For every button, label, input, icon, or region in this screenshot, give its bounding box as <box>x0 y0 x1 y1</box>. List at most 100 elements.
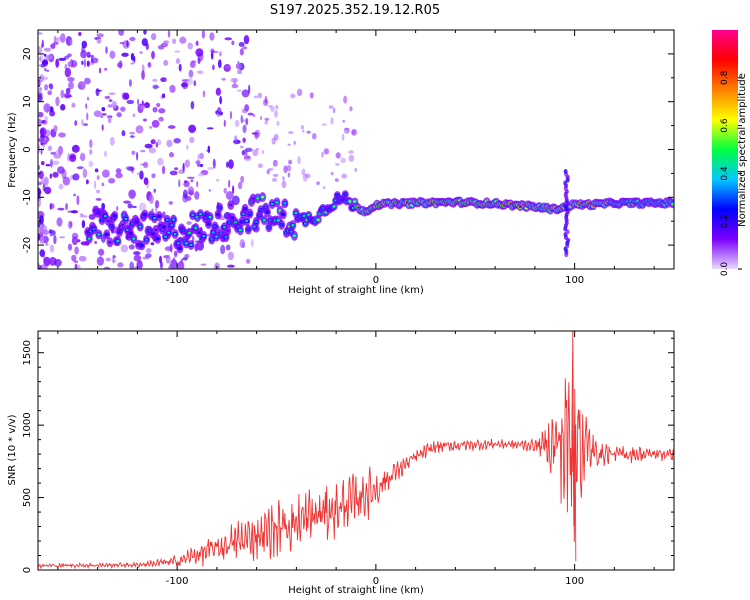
noise-blob <box>140 150 146 153</box>
noise-blob <box>199 152 204 160</box>
noise-blob <box>95 197 102 201</box>
noise-blob <box>248 84 251 94</box>
noise-blob <box>168 152 175 158</box>
ridge-core <box>259 208 263 212</box>
noise-blob <box>169 170 178 176</box>
noise-blob <box>260 116 263 120</box>
noise-blob <box>287 172 291 178</box>
noise-blob <box>67 210 75 213</box>
noise-blob <box>96 256 104 266</box>
noise-blob <box>187 77 193 85</box>
noise-blob <box>257 92 263 99</box>
ridge-core <box>207 222 211 226</box>
noise-blob <box>58 183 64 190</box>
noise-blob <box>201 30 206 39</box>
ridge-core <box>124 217 128 221</box>
noise-blob <box>74 246 79 255</box>
snr-ytick-label: 500 <box>22 488 33 507</box>
noise-blob <box>38 265 43 269</box>
noise-blob <box>121 92 127 100</box>
noise-blob <box>38 164 41 171</box>
noise-blob <box>145 248 152 254</box>
noise-blob <box>39 215 44 225</box>
ridge-core <box>103 214 107 218</box>
ridge-core <box>267 226 271 229</box>
noise-blob <box>178 169 185 175</box>
noise-blob <box>264 121 268 125</box>
noise-blob <box>242 46 248 50</box>
noise-blob <box>151 208 154 212</box>
spectrogram-ytick-label: -20 <box>22 237 33 253</box>
noise-blob <box>52 160 60 166</box>
ridge-core <box>152 216 156 220</box>
noise-blob <box>81 40 88 49</box>
noise-blob <box>316 181 321 186</box>
noise-blob <box>141 70 145 80</box>
noise-blob <box>84 77 91 85</box>
noise-blob <box>156 102 161 108</box>
noise-blob <box>172 256 176 264</box>
noise-blob <box>57 207 65 211</box>
noise-blob <box>169 243 173 253</box>
ridge-core <box>194 226 198 230</box>
ridge-core <box>154 228 158 232</box>
ridge-core <box>229 203 233 207</box>
colorbar-tick-label: 0.4 <box>720 166 730 181</box>
noise-blob <box>160 42 169 48</box>
ridge-core <box>178 247 182 250</box>
noise-blob <box>184 254 190 259</box>
noise-blob <box>39 127 47 137</box>
noise-blob <box>341 133 345 141</box>
noise-blob <box>168 200 174 205</box>
noise-blob <box>81 60 84 65</box>
noise-blob <box>343 128 350 134</box>
noise-blob <box>166 139 173 148</box>
ridge-core <box>165 218 169 222</box>
noise-blob <box>55 96 60 107</box>
noise-blob <box>195 160 201 165</box>
noise-blob <box>321 123 327 126</box>
ridge-core <box>92 228 96 231</box>
ridge-core <box>170 224 174 227</box>
noise-blob <box>65 203 68 211</box>
noise-blob <box>174 167 179 171</box>
ridge-core <box>348 200 352 203</box>
noise-blob <box>96 175 100 180</box>
noise-blob <box>235 63 242 70</box>
noise-blob <box>275 104 279 110</box>
noise-blob <box>76 195 80 206</box>
ridge-core <box>248 212 252 215</box>
ridge-core <box>189 243 193 247</box>
ridge-core <box>265 210 269 214</box>
ridge-core <box>321 206 325 210</box>
noise-blob <box>44 84 49 91</box>
noise-blob <box>240 114 243 124</box>
snr-ytick-label: 1500 <box>22 340 33 365</box>
noise-blob <box>103 266 111 269</box>
noise-blob <box>105 257 111 262</box>
noise-blob <box>245 149 248 156</box>
noise-blob <box>162 165 166 175</box>
noise-blob <box>306 130 311 134</box>
noise-blob <box>69 154 77 163</box>
noise-blob <box>225 244 231 251</box>
noise-blob <box>142 256 150 260</box>
noise-blob <box>93 110 102 117</box>
noise-blob <box>174 50 181 53</box>
noise-blob <box>74 120 78 126</box>
noise-blob <box>98 67 102 74</box>
noise-blob <box>136 151 139 161</box>
noise-blob <box>56 217 63 227</box>
noise-blob <box>233 78 236 87</box>
colorbar-tick-label: 0.8 <box>720 70 730 85</box>
noise-blob <box>101 182 105 187</box>
colorbar-label: Normalized spectral amplitude <box>737 73 748 227</box>
noise-blob <box>282 176 285 181</box>
noise-blob <box>309 92 314 99</box>
noise-blob <box>49 158 53 168</box>
noise-blob <box>103 150 107 158</box>
ridge-core <box>184 242 188 245</box>
noise-blob <box>49 173 53 179</box>
noise-blob <box>45 164 51 167</box>
